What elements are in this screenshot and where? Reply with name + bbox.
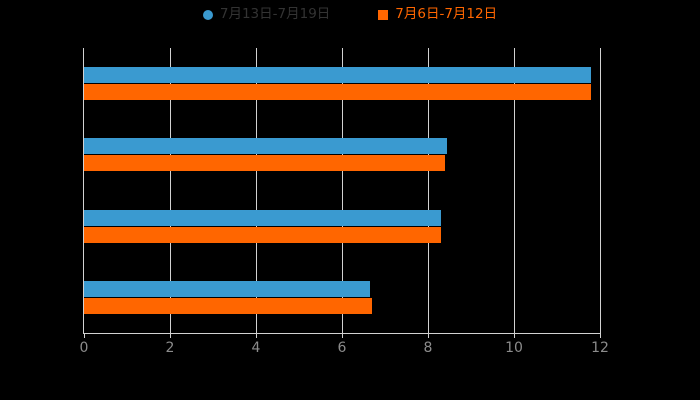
x-axis-line: [83, 333, 600, 334]
bar-group: [84, 138, 600, 172]
bar[interactable]: [84, 297, 373, 314]
bar[interactable]: [84, 209, 441, 226]
tick-mark: [600, 333, 601, 338]
gridline: [428, 48, 429, 333]
x-tick-label: 2: [165, 340, 175, 356]
bar[interactable]: [84, 226, 441, 243]
bar[interactable]: [84, 280, 370, 297]
tick-mark: [428, 333, 429, 338]
x-tick-label: 4: [251, 340, 261, 356]
bar-group: [84, 209, 600, 243]
bar[interactable]: [84, 84, 592, 101]
x-tick-label: 12: [591, 340, 609, 356]
legend-marker-square-icon: [378, 10, 389, 20]
chart-legend: 7月13日-7月19日 7月6日-7月12日: [0, 0, 700, 30]
gridline: [342, 48, 343, 333]
x-tick-label: 0: [79, 340, 89, 356]
tick-mark: [256, 333, 257, 338]
legend-label-series-0: 7月13日-7月19日: [219, 6, 331, 23]
x-tick-label: 8: [423, 340, 433, 356]
bar-group: [84, 67, 600, 101]
bar-group: [84, 280, 600, 314]
legend-marker-circle-icon: [202, 10, 213, 20]
tick-mark: [514, 333, 515, 338]
x-tick-label: 10: [505, 340, 523, 356]
legend-entry-series-1[interactable]: 7月6日-7月12日: [378, 8, 497, 22]
tick-mark: [342, 333, 343, 338]
bar[interactable]: [84, 67, 592, 84]
y-axis-line: [83, 48, 84, 333]
gridline: [600, 48, 601, 333]
x-tick-label: 6: [337, 340, 347, 356]
bar[interactable]: [84, 138, 448, 155]
legend-entry-series-0[interactable]: 7月13日-7月19日: [202, 6, 331, 23]
tick-mark: [84, 333, 85, 338]
legend-label-series-1: 7月6日-7月12日: [395, 6, 498, 23]
bar[interactable]: [84, 155, 446, 172]
gridline: [170, 48, 171, 333]
gridline: [256, 48, 257, 333]
tick-mark: [170, 333, 171, 338]
gridline: [514, 48, 515, 333]
